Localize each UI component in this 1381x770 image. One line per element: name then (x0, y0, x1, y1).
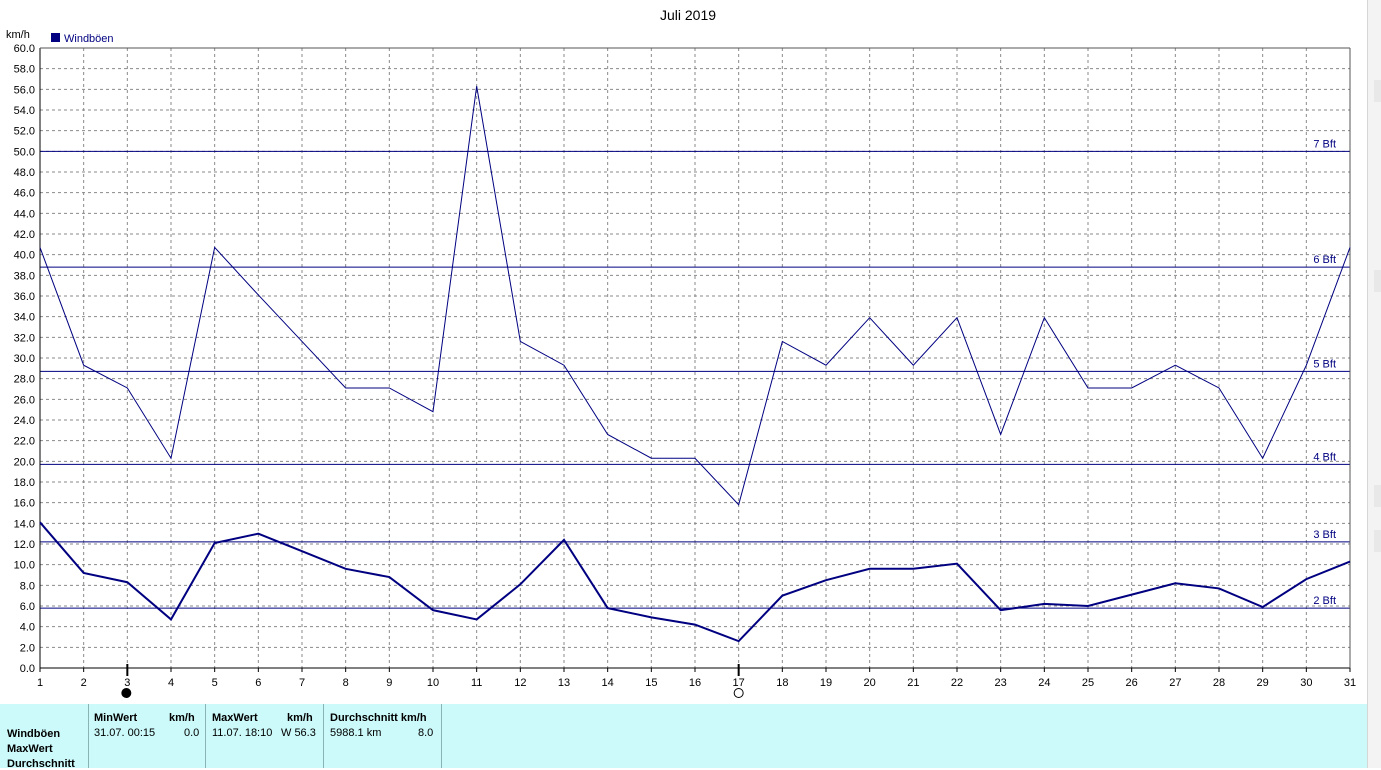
x-tick-label: 30 (1300, 677, 1312, 689)
x-tick-label: 20 (864, 677, 876, 689)
y-tick-label: 52.0 (14, 126, 35, 138)
y-tick-label: 56.0 (14, 84, 35, 96)
max-header: MaxWert (212, 712, 258, 724)
y-tick-label: 14.0 (14, 518, 35, 530)
new-moon-marker (733, 688, 744, 698)
y-tick-label: 20.0 (14, 456, 35, 468)
y-tick-label: 36.0 (14, 291, 35, 303)
x-tick-label: 4 (168, 677, 174, 689)
beaufort-label: 7 Bft (1313, 138, 1336, 150)
window-edge (1367, 0, 1381, 768)
max-value: W 56.3 (281, 727, 316, 739)
y-tick-label: 50.0 (14, 146, 35, 158)
beaufort-label: 5 Bft (1313, 358, 1336, 370)
y-tick-label: 12.0 (14, 539, 35, 551)
y-tick-label: 2.0 (20, 642, 35, 654)
y-tick-label: 4.0 (20, 622, 35, 634)
x-tick-label: 1 (37, 677, 43, 689)
x-tick-label: 27 (1169, 677, 1181, 689)
stats-panel: Windböen MaxWert Durchschnitt MinWert km… (0, 704, 1367, 770)
y-tick-label: 24.0 (14, 415, 35, 427)
y-tick-label: 40.0 (14, 250, 35, 262)
y-tick-label: 30.0 (14, 353, 35, 365)
x-tick-label: 13 (558, 677, 570, 689)
y-tick-label: 0.0 (20, 663, 35, 675)
y-tick-label: 32.0 (14, 332, 35, 344)
y-tick-label: 16.0 (14, 498, 35, 510)
y-tick-label: 46.0 (14, 188, 35, 200)
x-tick-label: 25 (1082, 677, 1094, 689)
x-tick-label: 28 (1213, 677, 1225, 689)
y-tick-label: 48.0 (14, 167, 35, 179)
series-line-windboeen (39, 86, 1351, 506)
x-tick-label: 6 (255, 677, 261, 689)
avg-value: 8.0 (418, 727, 434, 739)
wind-chart: Juli 2019 km/h Windböen 2 Bft 3 Bft 4 Bft 5… (6, 7, 1356, 698)
beaufort-label: 6 Bft (1313, 254, 1336, 266)
x-tick-label: 29 (1257, 677, 1269, 689)
x-tick-label: 21 (907, 677, 919, 689)
y-tick-label: 38.0 (14, 270, 35, 282)
y-tick-label: 28.0 (14, 374, 35, 386)
chart-title: Juli 2019 (660, 7, 716, 23)
x-tick-label: 17 (733, 677, 745, 689)
x-tick-label: 26 (1126, 677, 1138, 689)
min-time: 31.07. 00:15 (94, 727, 156, 739)
stats-row-windboeen: Windböen (7, 728, 61, 740)
x-tick-label: 9 (386, 677, 392, 689)
x-tick-label: 3 (124, 677, 130, 689)
y-tick-label: 34.0 (14, 312, 35, 324)
y-tick-label: 44.0 (14, 208, 35, 220)
y-tick-label: 18.0 (14, 477, 35, 489)
stats-max-column: MaxWert km/h 11.07. 18:10 W 56.3 (206, 704, 324, 768)
beaufort-label: 2 Bft (1313, 595, 1336, 607)
x-tick-label: 19 (820, 677, 832, 689)
x-tick-label: 2 (81, 677, 87, 689)
stats-row-durchschnitt: Durchschnitt (7, 758, 75, 770)
stats-row-maxwert: MaxWert (7, 743, 53, 755)
y-tick-label: 8.0 (20, 580, 35, 592)
y-tick-label: 6.0 (20, 601, 35, 613)
x-tick-label: 14 (602, 677, 614, 689)
x-tick-label: 7 (299, 677, 305, 689)
x-tick-label: 22 (951, 677, 963, 689)
x-tick-label: 12 (514, 677, 526, 689)
y-tick-label: 54.0 (14, 105, 35, 117)
x-tick-label: 18 (776, 677, 788, 689)
series-line-secondary (39, 521, 1351, 643)
x-tick-label: 10 (427, 677, 439, 689)
avg-header: Durchschnitt km/h (330, 712, 427, 724)
min-header: MinWert (94, 712, 138, 724)
x-tick-label: 15 (645, 677, 657, 689)
beaufort-label: 3 Bft (1313, 529, 1336, 541)
stats-avg-column: Durchschnitt km/h 5988.1 km 8.0 (324, 704, 442, 768)
min-unit: km/h (169, 712, 195, 724)
y-tick-label: 10.0 (14, 560, 35, 572)
avg-distance: 5988.1 km (330, 727, 382, 739)
max-time: 11.07. 18:10 (212, 727, 273, 739)
y-tick-label: 58.0 (14, 64, 35, 76)
x-tick-label: 16 (689, 677, 701, 689)
y-tick-label: 26.0 (14, 394, 35, 406)
max-unit: km/h (287, 712, 313, 724)
beaufort-label: 4 Bft (1313, 451, 1336, 463)
x-tick-label: 11 (471, 677, 482, 689)
x-tick-label: 31 (1344, 677, 1356, 689)
y-tick-label: 22.0 (14, 436, 35, 448)
full-moon-marker (121, 688, 132, 698)
x-tick-label: 5 (212, 677, 218, 689)
y-axis-unit: km/h (6, 29, 30, 41)
y-tick-label: 42.0 (14, 229, 35, 241)
min-value: 0.0 (184, 727, 200, 739)
legend-label: Windböen (64, 33, 114, 45)
stats-min-column: MinWert km/h 31.07. 00:15 0.0 (89, 704, 206, 768)
x-tick-label: 8 (343, 677, 349, 689)
x-tick-label: 23 (995, 677, 1007, 689)
x-tick-label: 24 (1038, 677, 1050, 689)
stats-label-column: Windböen MaxWert Durchschnitt (0, 704, 89, 770)
legend-swatch (51, 33, 60, 42)
y-tick-label: 60.0 (14, 43, 35, 55)
